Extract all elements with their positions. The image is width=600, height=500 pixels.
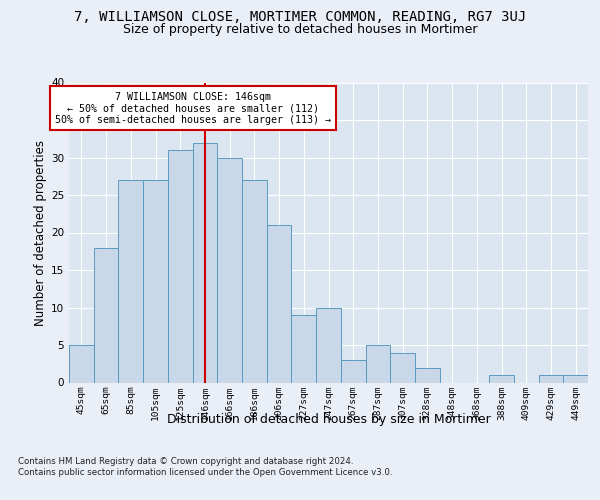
Bar [539, 375, 563, 382]
Bar [563, 375, 588, 382]
Text: Contains HM Land Registry data © Crown copyright and database right 2024.
Contai: Contains HM Land Registry data © Crown c… [18, 458, 392, 477]
Bar [390, 352, 415, 382]
Bar [242, 180, 267, 382]
Text: Distribution of detached houses by size in Mortimer: Distribution of detached houses by size … [167, 412, 491, 426]
Text: 7, WILLIAMSON CLOSE, MORTIMER COMMON, READING, RG7 3UJ: 7, WILLIAMSON CLOSE, MORTIMER COMMON, RE… [74, 10, 526, 24]
Bar [168, 150, 193, 382]
Bar [316, 308, 341, 382]
Text: Size of property relative to detached houses in Mortimer: Size of property relative to detached ho… [123, 22, 477, 36]
Bar [69, 345, 94, 383]
Bar [217, 158, 242, 382]
Y-axis label: Number of detached properties: Number of detached properties [34, 140, 47, 326]
Bar [489, 375, 514, 382]
Bar [143, 180, 168, 382]
Text: 7 WILLIAMSON CLOSE: 146sqm
← 50% of detached houses are smaller (112)
50% of sem: 7 WILLIAMSON CLOSE: 146sqm ← 50% of deta… [55, 92, 331, 124]
Bar [365, 345, 390, 383]
Bar [193, 142, 217, 382]
Bar [292, 315, 316, 382]
Bar [267, 225, 292, 382]
Bar [341, 360, 365, 382]
Bar [118, 180, 143, 382]
Bar [94, 248, 118, 382]
Bar [415, 368, 440, 382]
